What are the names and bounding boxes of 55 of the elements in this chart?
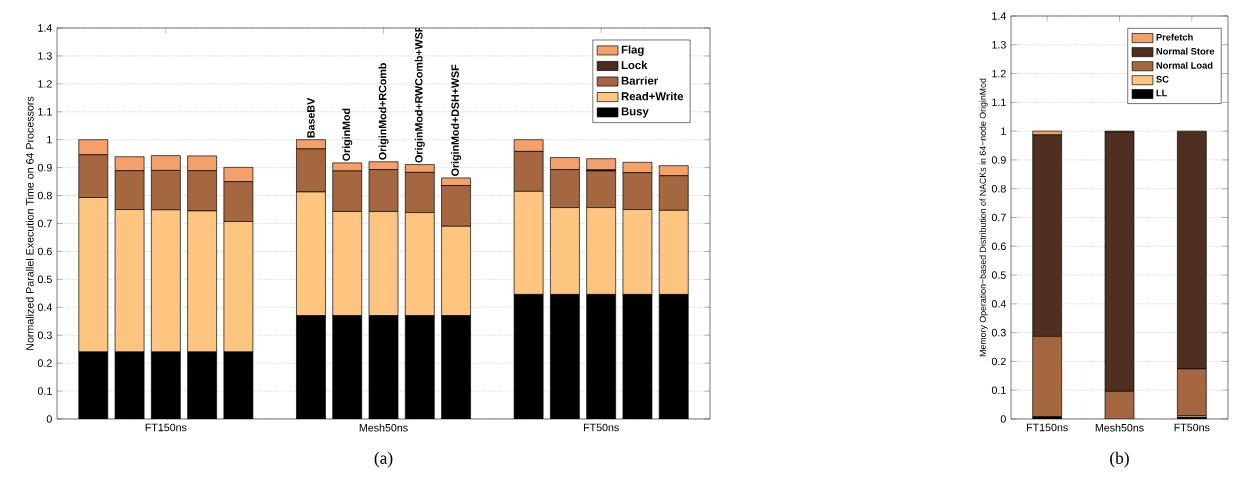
legend-label: Busy	[621, 107, 649, 118]
y-tick-label: 1.3	[38, 52, 52, 60]
y-tick-label: 0	[1000, 415, 1006, 423]
y-tick-label: 0.3	[37, 331, 52, 339]
y-tick-label: 0.6	[37, 247, 52, 256]
y-tick-label: 0.2	[37, 359, 52, 367]
x-tick-label: FT150ns	[145, 423, 187, 432]
y-tick-label: 0.1	[991, 386, 1006, 394]
annotation: OriginMod+RComb	[378, 63, 389, 160]
y-tick-label: 1.1	[992, 98, 1006, 107]
text: (b)	[1110, 451, 1129, 468]
x-tick-label: FT150ns	[1027, 423, 1068, 432]
y-tick-label: 0.6	[991, 242, 1006, 251]
y-tick-label: 1.4	[38, 24, 52, 32]
legend-label: Normal Store	[1156, 47, 1215, 55]
annotation: OriginMod	[342, 108, 353, 161]
y-tick-label: 0.5	[991, 271, 1006, 279]
y-tick-label: 0.8	[37, 191, 52, 200]
y-tick-label: 0.9	[37, 163, 52, 172]
y-tick-label: 0.4	[37, 303, 52, 312]
y-tick-label: 1.1	[38, 108, 52, 116]
y-tick-label: 0.7	[37, 219, 52, 228]
y-tick-label: 1.2	[992, 69, 1006, 78]
y-tick-label: 0.8	[991, 184, 1006, 193]
legend-label: Normal Load	[1156, 61, 1213, 69]
y-tick-label: 1	[1001, 127, 1006, 135]
y-axis-title: Normalized Parallel Execution Time on 64 Processors	[25, 96, 34, 350]
legend-label: LL	[1156, 89, 1168, 97]
y-tick-label: 0	[46, 415, 52, 423]
legend-label: Lock	[621, 60, 648, 70]
y-tick-label: 1.3	[992, 41, 1006, 49]
y-tick-label: 1	[47, 136, 52, 144]
y-tick-label: 0.3	[991, 328, 1006, 337]
y-tick-label: 0.4	[991, 300, 1006, 308]
annotation: OriginMod+DSH+WSF	[451, 64, 462, 176]
x-tick-label: Mesh50ns	[359, 423, 408, 432]
legend-label: Read+Write	[621, 91, 684, 101]
y-tick-label: 0.2	[991, 357, 1006, 366]
annotation: OriginMod+RWComb+WSF	[414, 26, 425, 163]
x-tick-label: Mesh50ns	[1095, 423, 1144, 432]
legend-label: Barrier	[621, 76, 659, 85]
x-tick-label: FT50ns	[583, 423, 619, 432]
y-tick-label: 0.9	[991, 156, 1006, 164]
legend-label: SC	[1156, 75, 1169, 83]
y-tick-label: 1.4	[992, 12, 1006, 20]
y-tick-label: 0.7	[991, 213, 1006, 222]
y-axis-title: Memory Operation−based Distribution of NACKs in 64−node OriginMod	[979, 78, 988, 357]
x-tick-label: FT50ns	[1174, 423, 1210, 432]
y-tick-label: 1.2	[38, 80, 52, 88]
text: (a)	[374, 451, 393, 468]
y-tick-label: 0.1	[37, 387, 52, 395]
legend-label: Flag	[621, 45, 644, 56]
annotation: BaseBV	[307, 97, 315, 138]
legend-label: Prefetch	[1156, 33, 1193, 41]
y-tick-label: 0.5	[37, 275, 52, 284]
